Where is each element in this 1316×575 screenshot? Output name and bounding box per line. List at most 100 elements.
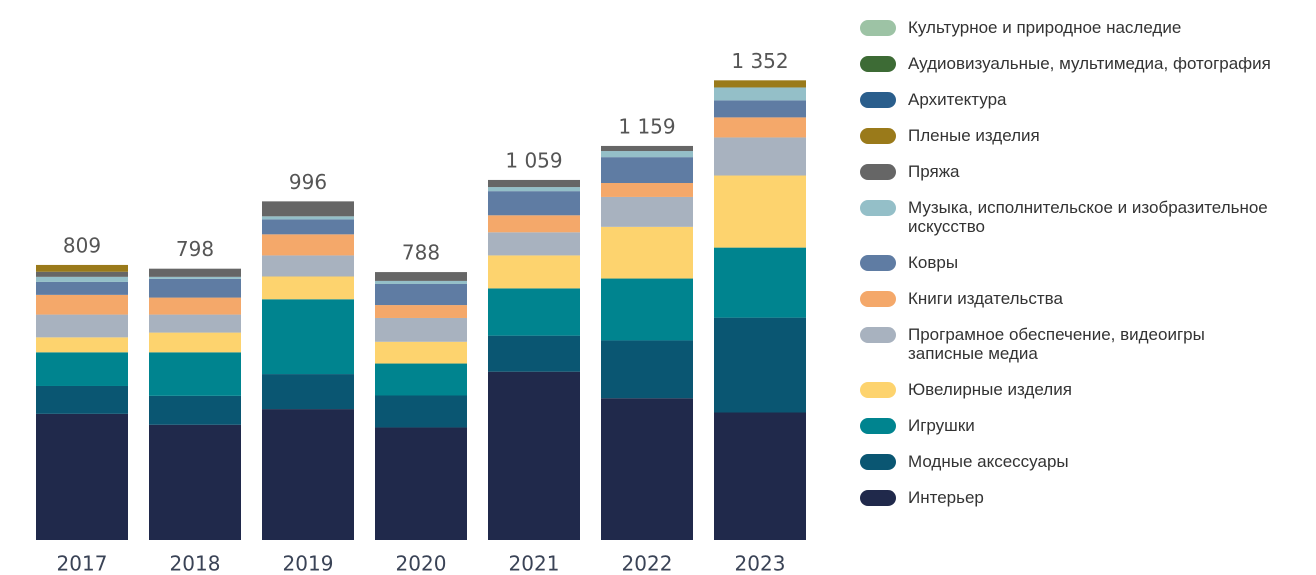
bar-segment	[149, 395, 241, 425]
bar-segment	[149, 424, 241, 540]
x-tick-label: 2023	[735, 552, 786, 575]
legend-label: Книги издательства	[908, 289, 1063, 308]
bar-segment	[488, 232, 580, 256]
bar-segment	[262, 299, 354, 375]
bar-segment	[149, 276, 241, 279]
bar-segment	[601, 157, 693, 183]
legend-label: Модные аксессуары	[908, 452, 1069, 471]
bar-segment	[36, 271, 128, 277]
legend-label: Музыка, исполнительское и изобразительно…	[908, 198, 1268, 236]
legend-swatch	[860, 92, 896, 108]
bar-segment	[714, 317, 806, 413]
x-tick-label: 2021	[509, 552, 560, 575]
bar-segment	[601, 340, 693, 399]
legend-swatch	[860, 255, 896, 271]
x-tick-label: 2019	[283, 552, 334, 575]
bar-segment	[488, 215, 580, 233]
x-tick-label: 2018	[170, 552, 221, 575]
bar-segment	[375, 427, 467, 540]
bar-segment	[36, 352, 128, 386]
legend-swatch	[860, 490, 896, 506]
bar-segment	[714, 175, 806, 248]
legend-swatch	[860, 327, 896, 343]
legend-swatch	[860, 164, 896, 180]
legend-label: Аудиовизуальные, мультимедиа, фотография	[908, 54, 1271, 73]
legend-label: Ковры	[908, 253, 959, 272]
bar-segment	[36, 294, 128, 315]
bar-segment	[375, 305, 467, 318]
chart: 809 2017 798 2018 996 2019 788 2020 1 059 2021 1 1…	[36, 49, 806, 575]
bar-segment	[601, 145, 693, 152]
bar-segment	[149, 297, 241, 315]
legend-item: Игрушки	[860, 408, 1280, 444]
bar-segment	[149, 352, 241, 396]
legend-swatch	[860, 20, 896, 36]
legend-item: Пряжа	[860, 154, 1280, 190]
legend-label: Пленые изделия	[908, 126, 1040, 145]
bar-segment	[601, 151, 693, 158]
x-tick-label: 2017	[57, 552, 108, 575]
legend-swatch	[860, 200, 896, 216]
bar-segment	[488, 288, 580, 336]
legend-item: Програмное обеспечение, видеоигры записн…	[860, 317, 1280, 372]
legend-swatch	[860, 418, 896, 434]
bar-segment	[149, 314, 241, 333]
legend-item: Культурное и природное наследие	[860, 10, 1280, 46]
legend-label: Интерьер	[908, 488, 984, 507]
bar-segment	[375, 363, 467, 396]
legend-label: Культурное и природное наследие	[908, 18, 1182, 37]
bar-segment	[714, 100, 806, 118]
bar-segment	[714, 87, 806, 101]
bar-segment	[36, 337, 128, 353]
total-label: 788	[402, 241, 440, 265]
legend-item: Интерьер	[860, 480, 1280, 516]
legend: Культурное и природное наследие Аудиовизу…	[860, 10, 1280, 516]
bar-segment	[36, 413, 128, 540]
legend-label: Архитектура	[908, 90, 1007, 109]
bar-segment	[375, 341, 467, 364]
bar-segment	[36, 314, 128, 338]
bar-segment	[601, 183, 693, 197]
bar-segment	[488, 187, 580, 192]
legend-item: Аудиовизуальные, мультимедиа, фотография	[860, 46, 1280, 82]
x-tick-label: 2020	[396, 552, 447, 575]
legend-swatch	[860, 291, 896, 307]
bar-segment	[714, 137, 806, 176]
bar-segment	[36, 281, 128, 295]
bar-segment	[36, 385, 128, 414]
bar-segment	[149, 268, 241, 277]
bar-segment	[375, 395, 467, 428]
bar-segment	[601, 278, 693, 341]
bar-segment	[262, 216, 354, 220]
bar-segment	[36, 276, 128, 282]
bar-segment	[375, 317, 467, 342]
bar-segment	[36, 264, 128, 272]
legend-label: Пряжа	[908, 162, 960, 181]
bar-segment	[601, 196, 693, 227]
x-tick-label: 2022	[622, 552, 673, 575]
legend-label: Програмное обеспечение, видеоигры записн…	[908, 325, 1205, 363]
bar-segment	[149, 332, 241, 353]
bar-segment	[601, 226, 693, 279]
bar-segment	[262, 255, 354, 277]
total-label: 1 352	[731, 49, 788, 73]
bar-segment	[488, 371, 580, 540]
legend-swatch	[860, 454, 896, 470]
legend-swatch	[860, 56, 896, 72]
legend-item: Пленые изделия	[860, 118, 1280, 154]
legend-item: Ювелирные изделия	[860, 372, 1280, 408]
bar-segment	[714, 80, 806, 88]
bar-segment	[262, 201, 354, 217]
bar-segment	[714, 117, 806, 138]
bar-segment	[714, 247, 806, 318]
bar-segment	[488, 179, 580, 188]
legend-label: Игрушки	[908, 416, 975, 435]
total-label: 1 059	[505, 148, 562, 172]
total-label: 809	[63, 233, 101, 257]
legend-item: Книги издательства	[860, 281, 1280, 317]
bar-segment	[262, 374, 354, 410]
bar-segment	[375, 283, 467, 306]
total-label: 798	[176, 237, 214, 261]
bar-segment	[375, 272, 467, 281]
legend-swatch	[860, 128, 896, 144]
